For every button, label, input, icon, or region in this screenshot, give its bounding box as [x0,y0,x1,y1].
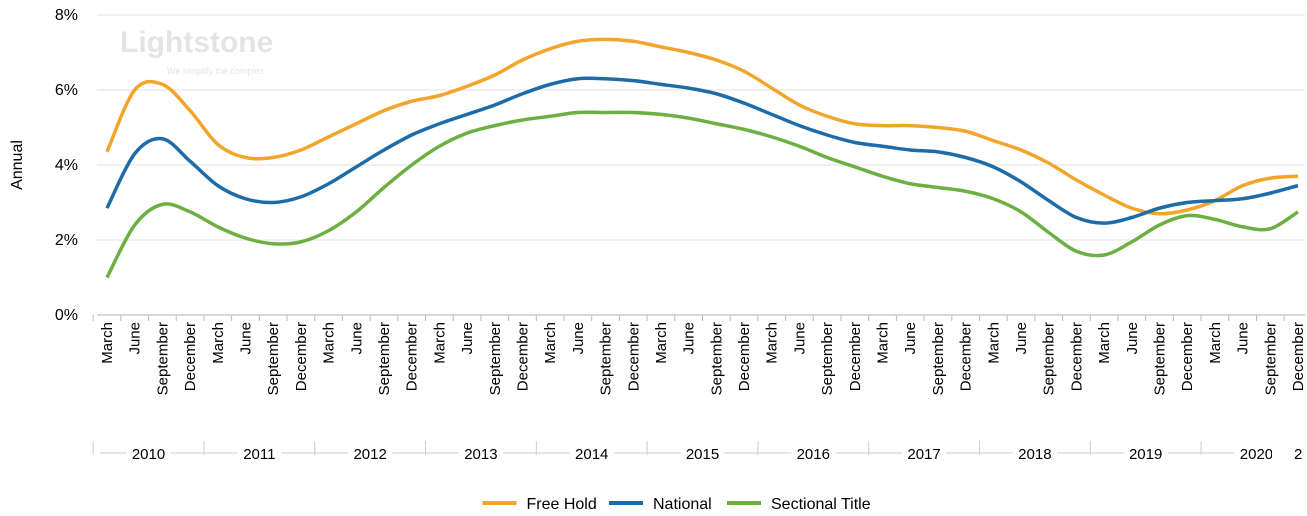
year-label-bg [1272,445,1307,461]
x-tick-label: September [265,322,282,395]
x-tick-label: June [681,322,698,355]
year-label: 2 [1294,446,1302,463]
x-tick-label: March [653,322,670,364]
x-tick-label: September [376,322,393,395]
x-tick-label: June [1124,322,1141,355]
x-tick-label: December [514,322,531,391]
year-label: 2012 [353,446,386,463]
x-tick-label: March [321,322,338,364]
year-label: 2015 [686,446,719,463]
series-line [105,76,1299,225]
x-tick-label: June [1013,322,1030,355]
year-label: 2014 [575,446,608,463]
x-tick-label: December [736,322,753,391]
y-tick-label: 0% [55,307,78,324]
x-tick-label: March [764,322,781,364]
year-label: 2010 [132,446,165,463]
y-axis-label: Annual [9,140,26,190]
x-tick-label: December [1179,322,1196,391]
year-label-bg [902,445,947,461]
x-tick-label: December [404,322,421,391]
x-tick-label: September [1041,322,1058,395]
x-tick-label: June [127,322,144,355]
x-tick-label: June [570,322,587,355]
y-tick-label: 8% [55,7,78,24]
year-label: 2011 [243,446,275,463]
x-tick-label: December [847,322,864,391]
x-tick-label: December [1290,322,1307,391]
x-tick-label: June [237,322,254,355]
x-tick-label: March [542,322,559,364]
x-tick-label: December [293,322,310,391]
year-label-bg [791,445,836,461]
y-tick-label: 6% [55,82,78,99]
year-label: 2018 [1018,446,1051,463]
year-label-bg [348,445,393,461]
x-tick-label: September [930,322,947,395]
x-tick-label: March [1207,322,1224,364]
year-label: 2017 [907,446,940,463]
x-tick-label: June [902,322,919,355]
x-tick-label: September [1152,322,1169,395]
x-tick-label: September [708,322,725,395]
x-tick-label: March [985,322,1002,364]
y-tick-label: 2% [55,232,78,249]
series-line [105,37,1299,216]
x-tick-label: March [875,322,892,364]
year-label-bg [1012,445,1057,461]
x-tick-label: June [459,322,476,355]
x-tick-label: June [348,322,365,355]
year-label: 2013 [464,446,497,463]
year-label-bg [458,445,503,461]
year-label-bg [680,445,725,461]
x-tick-label: September [487,322,504,395]
watermark: Lightstone [120,26,273,59]
year-label: 2019 [1129,446,1162,463]
x-tick-label: December [182,322,199,391]
year-label: 2016 [797,446,830,463]
legend-label: National [653,496,712,513]
x-tick-label: September [819,322,836,395]
x-tick-label: June [791,322,808,355]
legend-label: Sectional Title [771,496,871,513]
year-label-bg [569,445,614,461]
year-label-bg [1234,445,1279,461]
year-label-bg [126,445,171,461]
x-tick-label: December [958,322,975,391]
x-tick-label: March [99,322,116,364]
x-tick-label: March [431,322,448,364]
legend-label: Free Hold [527,496,597,513]
watermark-tagline: We simplify the complex [167,66,264,76]
x-tick-label: December [1068,322,1085,391]
x-tick-label: March [210,322,227,364]
year-label-bg [237,445,282,461]
y-tick-label: 4% [55,157,78,174]
series-line [105,110,1299,279]
x-tick-label: December [625,322,642,391]
year-label: 2020 [1240,446,1273,463]
x-tick-label: September [1262,322,1279,395]
x-tick-label: September [154,322,171,395]
year-label-bg [1123,445,1168,461]
x-tick-label: June [1235,322,1252,355]
x-tick-label: September [598,322,615,395]
x-tick-label: March [1096,322,1113,364]
